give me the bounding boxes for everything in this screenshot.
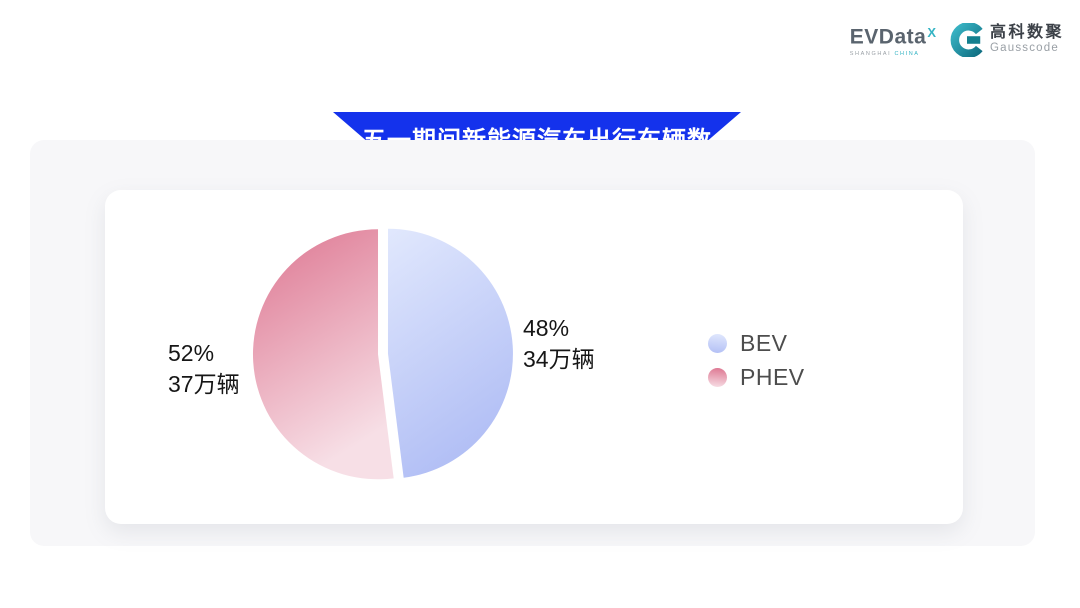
evdata-logo-subtext: SHANGHAI CHINA (850, 51, 936, 57)
gausscode-logo: 高科数聚 Gausscode (950, 22, 1064, 57)
pie-slice-phev[interactable] (252, 229, 394, 480)
gausscode-en-text: Gausscode (989, 42, 1059, 55)
legend-item-phev[interactable]: PHEV (708, 364, 805, 391)
pie-chart[interactable] (246, 222, 520, 486)
evdata-logo: EVDataX SHANGHAI CHINA (850, 22, 936, 57)
chart-card (105, 190, 963, 524)
legend-label-bev: BEV (740, 330, 788, 356)
evdata-x-icon: X (927, 25, 936, 40)
evdata-logo-text: EVData (849, 25, 927, 49)
legend-item-bev[interactable]: BEV (708, 330, 805, 357)
legend-dot-bev-icon (708, 334, 727, 353)
pie-label-phev-percent: 52% (168, 340, 215, 366)
pie-label-bev-value: 34万辆 (523, 346, 595, 372)
header-logos: EVDataX SHANGHAI CHINA 高科数聚 Gaus (850, 22, 1064, 57)
legend-label-phev: PHEV (740, 364, 805, 390)
pie-label-bev: 48% 34万辆 (523, 313, 595, 375)
evdata-subtext-left: SHANGHAI (849, 51, 892, 58)
pie-label-phev: 52% 37万辆 (168, 338, 240, 400)
gausscode-mark-icon (950, 22, 983, 57)
gausscode-cn-text: 高科数聚 (989, 24, 1064, 42)
chart-legend: BEV PHEV (708, 330, 805, 391)
pie-slice-bev[interactable] (387, 228, 513, 478)
evdata-subtext-right: CHINA (894, 51, 920, 58)
pie-label-bev-percent: 48% (523, 315, 570, 341)
legend-dot-phev-icon (708, 368, 727, 387)
pie-label-phev-value: 37万辆 (168, 371, 240, 397)
